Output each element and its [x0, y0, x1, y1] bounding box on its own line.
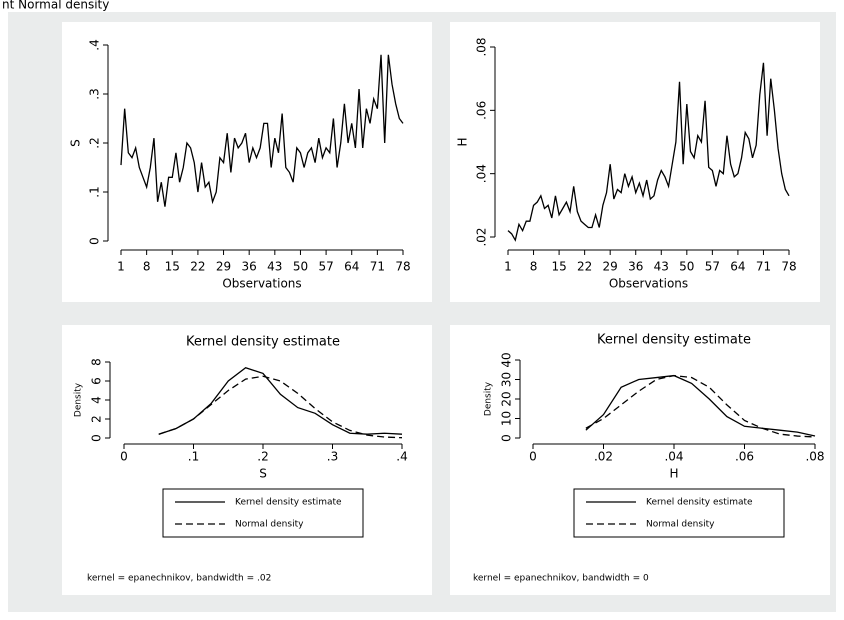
y-axis-label: Density [484, 381, 494, 416]
x-tick-label: 71 [756, 260, 771, 274]
x-axis-label: Observations [609, 277, 688, 291]
plot-region [62, 325, 432, 595]
plot-region [450, 325, 830, 595]
x-tick-label: .4 [396, 450, 407, 464]
x-tick-label: 78 [781, 260, 796, 274]
data-line [507, 62, 790, 242]
legend-box [162, 488, 364, 538]
x-tick-label: 1 [504, 260, 512, 274]
x-tick-label: 0 [120, 450, 128, 464]
y-tick-label: 40 [500, 352, 514, 367]
y-tick-label: 0 [90, 434, 104, 442]
x-tick-label: 50 [679, 260, 694, 274]
x-axis-label: S [259, 467, 267, 481]
y-tick-label: 6 [90, 377, 104, 385]
x-axis-label: Observations [222, 277, 301, 291]
y-axis-label: S [69, 139, 83, 147]
x-tick-label: 50 [293, 260, 308, 274]
x-tick-label: 15 [551, 260, 566, 274]
y-tick-label: .02 [475, 227, 489, 246]
x-tick-label: 15 [165, 260, 180, 274]
y-tick-label: 20 [500, 391, 514, 406]
y-tick-label: .4 [88, 39, 102, 50]
x-tick-label: .04 [664, 450, 683, 464]
data-line [120, 54, 404, 207]
legend-label: Kernel density estimate [646, 498, 753, 508]
x-tick-label: 36 [628, 260, 643, 274]
x-tick-label: .06 [735, 450, 754, 464]
plot-region [62, 22, 432, 302]
x-tick-label: .2 [257, 450, 268, 464]
y-tick-label: 4 [90, 396, 104, 404]
x-tick-label: .02 [594, 450, 613, 464]
y-tick-label: 30 [500, 372, 514, 387]
y-tick-label: 10 [500, 411, 514, 426]
chart-title: Kernel density estimate [186, 335, 340, 350]
x-tick-label: 29 [216, 260, 231, 274]
x-tick-label: 71 [370, 260, 385, 274]
y-axis-label: Density [74, 382, 84, 417]
x-axis-label: H [669, 467, 678, 481]
y-tick-label: .3 [88, 88, 102, 99]
y-tick-label: .04 [475, 164, 489, 183]
y-tick-label: 8 [90, 358, 104, 366]
y-tick-label: 0 [88, 237, 102, 245]
x-tick-label: 22 [190, 260, 205, 274]
x-tick-label: 22 [577, 260, 592, 274]
x-tick-label: 64 [344, 260, 359, 274]
x-tick-label: 8 [530, 260, 538, 274]
x-tick-label: 1 [117, 260, 125, 274]
x-tick-label: 0 [529, 450, 537, 464]
x-tick-label: .3 [327, 450, 338, 464]
y-tick-label: .06 [475, 101, 489, 120]
legend-label: Normal density [235, 520, 304, 530]
y-tick-label: .2 [88, 137, 102, 148]
note: kernel = epanechnikov, bandwidth = .02 [87, 574, 271, 584]
x-tick-label: 43 [654, 260, 669, 274]
legend-box [573, 488, 785, 538]
data-line [585, 374, 816, 437]
y-tick-label: 2 [90, 415, 104, 423]
x-tick-label: 8 [143, 260, 151, 274]
note: kernel = epanechnikov, bandwidth = 0 [473, 574, 649, 584]
x-tick-label: 36 [242, 260, 257, 274]
x-tick-label: 57 [705, 260, 720, 274]
y-tick-label: .1 [88, 186, 102, 197]
x-tick-label: 43 [267, 260, 282, 274]
x-tick-label: 64 [730, 260, 745, 274]
legend-label: Kernel density estimate [235, 498, 342, 508]
data-line [585, 374, 816, 438]
y-tick-label: 0 [500, 434, 514, 442]
y-axis-label: H [456, 137, 470, 146]
caption: nt Normal density [2, 0, 109, 12]
x-tick-label: .1 [188, 450, 199, 464]
x-tick-label: 29 [603, 260, 618, 274]
data-line [158, 375, 403, 439]
x-tick-label: 57 [318, 260, 333, 274]
chart-title: Kernel density estimate [597, 333, 751, 348]
legend-label: Normal density [646, 520, 715, 530]
y-tick-label: .08 [475, 37, 489, 56]
x-tick-label: .08 [805, 450, 824, 464]
x-tick-label: 78 [395, 260, 410, 274]
plot-region [450, 22, 820, 302]
